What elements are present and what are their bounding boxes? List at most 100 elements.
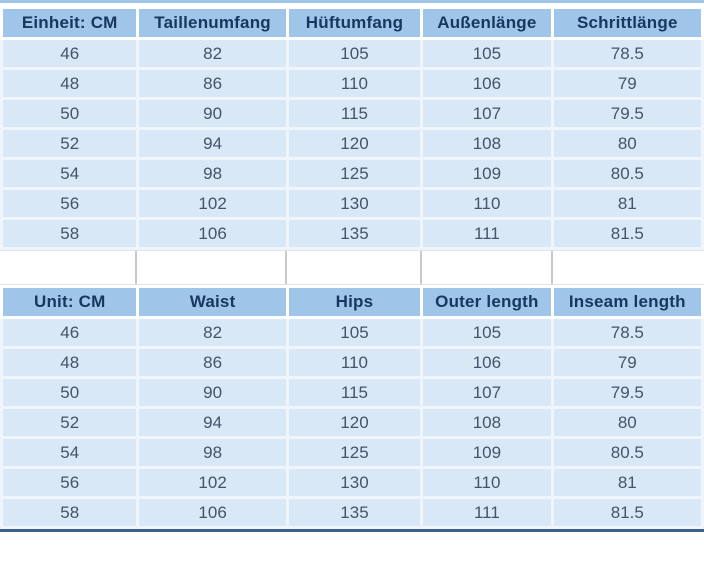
table-cell: 81.5 (550, 496, 704, 529)
table-cell: 110 (285, 67, 424, 100)
table-cell: 79.5 (550, 376, 704, 409)
table-cell: 105 (420, 37, 554, 70)
spacer-cell (552, 251, 704, 284)
table-cell: 135 (285, 496, 424, 529)
column-header: Hüftumfang (285, 6, 424, 40)
table-cell: 54 (0, 157, 140, 190)
table-row: 54 98 125 109 80.5 (0, 436, 704, 469)
table-cell: 79 (550, 346, 704, 379)
column-header: Outer length (420, 285, 554, 319)
table-cell: 115 (285, 97, 424, 130)
table-cell: 107 (420, 97, 554, 130)
spacer-cell (0, 251, 137, 284)
table-cell: 80 (550, 127, 704, 160)
table-cell: 111 (420, 217, 554, 250)
table-cell: 125 (285, 436, 424, 469)
table-cell: 90 (136, 97, 289, 130)
table-cell: 79.5 (550, 97, 704, 130)
table-cell: 105 (285, 37, 424, 70)
table-cell: 106 (420, 346, 554, 379)
table-cell: 102 (136, 187, 289, 220)
table-top-rule (0, 0, 704, 3)
table-cell: 48 (0, 67, 140, 100)
table-cell: 50 (0, 97, 140, 130)
table-cell: 78.5 (550, 316, 704, 349)
column-header: Unit: CM (0, 285, 140, 319)
spacer-row (0, 250, 704, 285)
table-cell: 130 (285, 466, 424, 499)
table-row: 58 106 135 111 81.5 (0, 496, 704, 529)
table-cell: 109 (420, 157, 554, 190)
spacer-cell (421, 251, 553, 284)
table-cell: 108 (420, 406, 554, 439)
size-chart-german-header: Einheit: CM Taillenumfang Hüftumfang Außenl… (0, 6, 704, 40)
size-chart-english-body: 46 82 105 105 78.5 48 86 110 106 79 50 90 115 107 79.5… (0, 316, 704, 529)
table-row: 48 86 110 106 79 (0, 67, 704, 100)
table-cell: 86 (136, 346, 289, 379)
table-cell: 108 (420, 127, 554, 160)
table-cell: 86 (136, 67, 289, 100)
column-header: Außenlänge (420, 6, 554, 40)
column-header: Schrittlänge (550, 6, 704, 40)
header-row: Unit: CM Waist Hips Outer length Inseam leng… (0, 285, 704, 319)
table-cell: 120 (285, 127, 424, 160)
table-row: 52 94 120 108 80 (0, 406, 704, 439)
table-cell: 115 (285, 376, 424, 409)
table-row: 56 102 130 110 81 (0, 187, 704, 220)
table-cell: 90 (136, 376, 289, 409)
size-chart-german-table: Einheit: CM Taillenumfang Hüftumfang Außenl… (0, 6, 704, 250)
column-header: Taillenumfang (136, 6, 289, 40)
size-chart-english-table: Unit: CM Waist Hips Outer length Inseam leng… (0, 285, 704, 529)
table-row: 54 98 125 109 80.5 (0, 157, 704, 190)
table-cell: 48 (0, 346, 140, 379)
table-cell: 135 (285, 217, 424, 250)
table-cell: 94 (136, 406, 289, 439)
column-header: Hips (285, 285, 424, 319)
table-cell: 111 (420, 496, 554, 529)
table-cell: 46 (0, 37, 140, 70)
table-cell: 56 (0, 187, 140, 220)
table-cell: 130 (285, 187, 424, 220)
table-row: 46 82 105 105 78.5 (0, 37, 704, 70)
table-cell: 80.5 (550, 157, 704, 190)
table-cell: 81 (550, 466, 704, 499)
table-cell: 58 (0, 217, 140, 250)
table-cell: 98 (136, 436, 289, 469)
table-cell: 107 (420, 376, 554, 409)
table-cell: 106 (136, 217, 289, 250)
table-cell: 94 (136, 127, 289, 160)
table-cell: 110 (420, 187, 554, 220)
table-cell: 58 (0, 496, 140, 529)
table-row: 48 86 110 106 79 (0, 346, 704, 379)
table-cell: 110 (285, 346, 424, 379)
table-cell: 81.5 (550, 217, 704, 250)
table-row: 52 94 120 108 80 (0, 127, 704, 160)
table-cell: 50 (0, 376, 140, 409)
size-chart-german-body: 46 82 105 105 78.5 48 86 110 106 79 50 90 115 107 79.5… (0, 37, 704, 250)
table-row: 56 102 130 110 81 (0, 466, 704, 499)
table-bottom-rule (0, 529, 704, 532)
table-cell: 102 (136, 466, 289, 499)
table-cell: 54 (0, 436, 140, 469)
table-row: 46 82 105 105 78.5 (0, 316, 704, 349)
table-cell: 80 (550, 406, 704, 439)
table-cell: 109 (420, 436, 554, 469)
table-cell: 106 (420, 67, 554, 100)
table-cell: 52 (0, 127, 140, 160)
column-header: Inseam length (550, 285, 704, 319)
size-chart-english-header: Unit: CM Waist Hips Outer length Inseam leng… (0, 285, 704, 319)
table-cell: 80.5 (550, 436, 704, 469)
table-row: 58 106 135 111 81.5 (0, 217, 704, 250)
table-cell: 120 (285, 406, 424, 439)
table-cell: 46 (0, 316, 140, 349)
table-cell: 82 (136, 37, 289, 70)
table-cell: 125 (285, 157, 424, 190)
table-cell: 56 (0, 466, 140, 499)
column-header: Waist (136, 285, 289, 319)
table-cell: 105 (285, 316, 424, 349)
table-row: 50 90 115 107 79.5 (0, 97, 704, 130)
table-cell: 106 (136, 496, 289, 529)
table-cell: 78.5 (550, 37, 704, 70)
table-cell: 110 (420, 466, 554, 499)
